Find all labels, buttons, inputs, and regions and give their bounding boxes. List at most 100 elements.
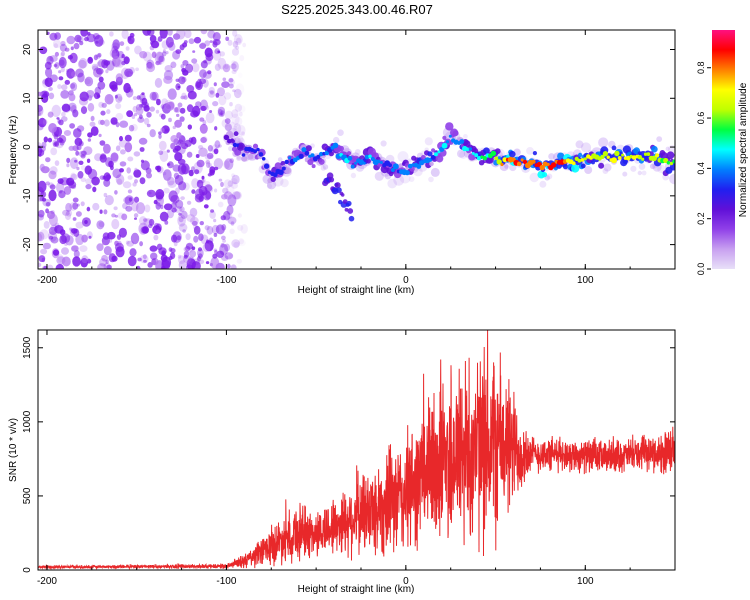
spectrogram-ridge-halo — [337, 129, 344, 136]
spectrogram-noise-blob — [125, 46, 130, 51]
spectrogram-noise-blob — [231, 113, 240, 125]
spectrogram-noise-blob — [103, 262, 111, 269]
spectrogram-noise-blob — [40, 166, 50, 174]
spectrogram-noise-blob — [148, 218, 155, 226]
spectrogram-noise-blob — [105, 174, 112, 180]
spectrogram-ridge-point — [338, 145, 344, 152]
spectrogram-noise-blob — [199, 78, 207, 85]
spectrogram-noise-blob — [97, 263, 107, 269]
spectrogram-noise-blob — [214, 63, 221, 71]
spectrogram-noise-blob — [52, 249, 60, 256]
spectrogram-noise-blob — [99, 258, 107, 267]
spectrogram-noise-blob — [40, 248, 48, 255]
spectrogram-noise-blob — [57, 84, 62, 90]
spectrogram-ridge-halo — [665, 146, 670, 151]
spectrogram-noise-blob — [214, 126, 218, 131]
spectrogram-noise-blob — [172, 200, 178, 205]
spectrogram-noise-blob — [56, 137, 64, 143]
spectrogram-noise-blob — [47, 137, 53, 143]
spectrogram-noise-blob — [49, 184, 56, 190]
spectrogram-noise-blob — [86, 33, 96, 43]
spectrogram-ridge-halo — [266, 183, 273, 189]
spectrogram-noise-blob — [155, 109, 160, 114]
spectrogram-noise-blob — [134, 45, 142, 55]
spectrogram-noise-blob — [188, 38, 195, 45]
spectrogram-noise-blob — [150, 252, 158, 260]
spectrogram-noise-blob — [147, 262, 153, 268]
spectrogram-noise-blob — [167, 88, 177, 100]
spectrogram-noise-blob — [242, 42, 247, 48]
spectrogram-noise-blob — [170, 202, 177, 209]
spectrogram-noise-blob — [92, 202, 100, 211]
colorbar: 0.0 0.2 0.4 0.6 0.8 Normalized spectral ampl… — [696, 30, 749, 275]
spectrogram-noise-blob — [191, 189, 196, 194]
spectrogram-ridge-halo — [333, 136, 340, 144]
snr-x-label: Height of straight line (km) — [298, 584, 415, 595]
spectrogram-noise-blob — [38, 104, 43, 112]
spectrogram-noise-blob — [214, 48, 220, 55]
spectrogram-noise-blob — [178, 181, 187, 191]
spectrogram-noise-blob — [70, 82, 78, 92]
spectrogram-ridge-peak — [441, 142, 448, 149]
spectrogram-noise-blob — [210, 154, 214, 159]
spectrogram-ridge-point — [494, 148, 501, 155]
spectrogram-noise-blob — [112, 56, 121, 67]
spectrogram-noise-blob — [175, 83, 181, 91]
spectrogram-noise-blob — [70, 46, 74, 51]
spectrogram-ridge-peak — [617, 156, 622, 160]
spectrogram-noise-blob — [46, 55, 54, 65]
spectrogram-noise-blob — [193, 235, 199, 243]
spectrogram-noise-blob — [163, 187, 170, 194]
spectrogram-noise-blob — [80, 150, 87, 156]
spectrogram-ridge-peak — [354, 161, 358, 165]
spectrogram-noise-blob — [231, 174, 240, 185]
spectrogram-ridge-peak — [261, 157, 266, 161]
spectrogram-noise-blob — [106, 109, 111, 115]
spectrogram-noise-blob — [202, 243, 211, 252]
spectrogram-ridge-halo — [630, 165, 637, 172]
snr-y-tick-label: 0 — [22, 567, 33, 573]
spectrogram-noise-blob — [220, 181, 224, 187]
spectrogram-noise-blob — [168, 117, 172, 123]
spectrogram-noise-blob — [221, 194, 228, 200]
spectrogram-ridge-peak — [428, 157, 433, 162]
spectrogram-noise-blob — [146, 62, 156, 73]
spectrogram-noise-blob — [186, 151, 193, 158]
spectrogram-noise-blob — [223, 160, 230, 170]
spectrogram-ridge-peak — [301, 147, 307, 153]
spectrogram-noise-blob — [48, 170, 57, 180]
spectrogram-ridge-halo — [463, 134, 468, 139]
spectrogram-noise-blob — [84, 78, 91, 85]
spectrogram-noise-blob — [233, 191, 242, 200]
spectrogram-ridge-halo — [657, 164, 666, 174]
spectrogram-noise-blob — [161, 51, 167, 57]
spectrogram-noise-blob — [141, 97, 148, 106]
spectrogram-noise-blob — [95, 53, 101, 59]
colorbar-tick-label: 0.0 — [696, 263, 706, 276]
spectrogram-ridge-point — [611, 145, 617, 151]
spectrogram-noise-blob — [146, 123, 151, 128]
spectrogram-x-tick-label: -100 — [216, 275, 236, 286]
spectrogram-noise-blob — [43, 221, 50, 229]
spectrogram-ridge-halo — [322, 164, 329, 170]
spectrogram-noise-blob — [115, 103, 122, 110]
spectrogram-noise-blob — [212, 101, 219, 107]
spectrogram-noise-blob — [38, 111, 41, 117]
spectrogram-noise-blob — [50, 210, 55, 215]
spectrogram-noise-blob — [167, 176, 175, 186]
spectrogram-ridge-peak — [310, 153, 315, 158]
spectrogram-ridge-peak — [390, 168, 395, 172]
spectrogram-noise-blob — [201, 136, 208, 143]
spectrogram-noise-blob — [139, 241, 144, 247]
spectrogram-noise-blob — [139, 51, 148, 59]
spectrogram-noise-blob — [96, 243, 104, 252]
spectrogram-noise-blob — [86, 158, 91, 163]
spectrogram-ridge-peak — [368, 154, 372, 159]
spectrogram-noise-blob — [48, 182, 54, 188]
spectrogram-noise-blob — [216, 112, 222, 116]
spectrogram-noise-blob — [42, 242, 52, 250]
spectrogram-noise-blob — [160, 204, 164, 210]
spectrogram-ridge-point — [252, 143, 259, 149]
spectrogram-noise-blob — [232, 40, 239, 48]
spectrogram-noise-blob — [87, 102, 95, 112]
